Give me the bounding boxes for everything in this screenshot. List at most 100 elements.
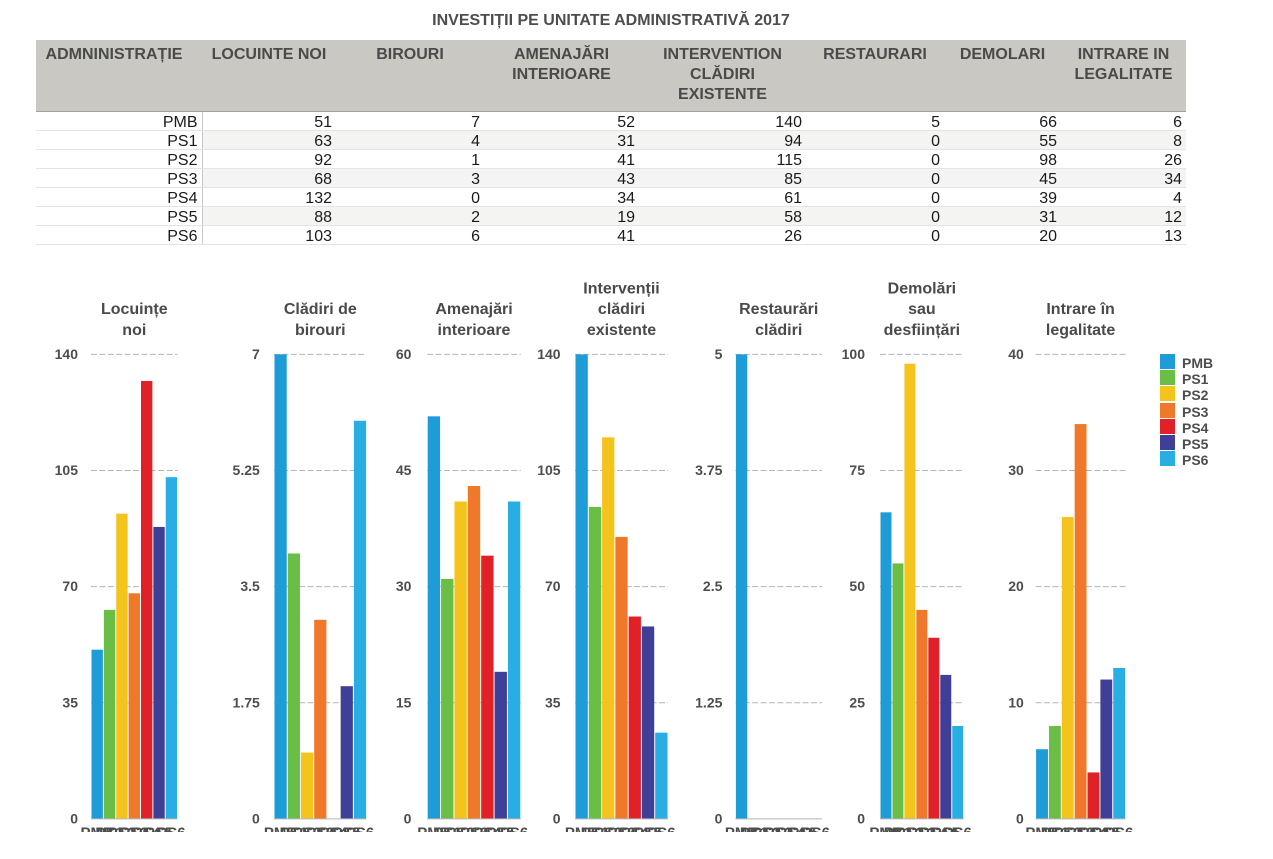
svg-text:PS1: PS1 (884, 825, 912, 833)
svg-text:35: 35 (62, 694, 78, 710)
svg-text:existente: existente (587, 322, 656, 339)
svg-text:Locuințe: Locuințe (101, 301, 168, 318)
svg-text:45: 45 (396, 462, 412, 478)
svg-text:3.5: 3.5 (240, 578, 260, 594)
svg-text:PS4: PS4 (473, 825, 502, 833)
svg-text:0: 0 (404, 811, 412, 827)
svg-text:Intrare în: Intrare în (1046, 301, 1114, 318)
svg-text:Demolări: Demolări (888, 280, 956, 297)
svg-text:PS3: PS3 (120, 825, 148, 833)
svg-text:PS6: PS6 (944, 825, 972, 833)
svg-text:0: 0 (252, 811, 260, 827)
svg-text:PMB: PMB (1025, 825, 1059, 833)
svg-text:PS1: PS1 (433, 825, 461, 833)
svg-text:40: 40 (1008, 346, 1024, 362)
svg-text:0: 0 (715, 811, 723, 827)
svg-text:140: 140 (55, 346, 79, 362)
svg-text:70: 70 (62, 578, 78, 594)
svg-text:PS3: PS3 (765, 825, 793, 833)
svg-text:1.25: 1.25 (695, 694, 722, 710)
svg-text:140: 140 (537, 346, 561, 362)
svg-text:15: 15 (396, 694, 412, 710)
svg-text:PS5: PS5 (789, 825, 817, 833)
svg-text:PS4: PS4 (777, 825, 806, 833)
svg-text:PS5: PS5 (487, 825, 515, 833)
svg-text:PS6: PS6 (157, 825, 185, 833)
svg-text:105: 105 (55, 462, 79, 478)
svg-text:PMB: PMB (264, 825, 298, 833)
svg-text:PS2: PS2 (896, 825, 924, 833)
svg-text:PS4: PS4 (920, 825, 949, 833)
svg-text:PS3: PS3 (460, 825, 488, 833)
svg-text:PMB: PMB (417, 825, 451, 833)
svg-text:PMB: PMB (725, 825, 759, 833)
svg-text:5.25: 5.25 (233, 462, 260, 478)
svg-text:PS1: PS1 (581, 825, 609, 833)
svg-text:PS6: PS6 (1105, 825, 1133, 833)
svg-text:50: 50 (849, 578, 865, 594)
svg-text:PS2: PS2 (594, 825, 622, 833)
svg-text:PS4: PS4 (319, 825, 348, 833)
svg-text:PS6: PS6 (500, 825, 528, 833)
svg-text:PMB: PMB (869, 825, 903, 833)
svg-text:35: 35 (545, 694, 561, 710)
svg-text:2.5: 2.5 (703, 578, 723, 594)
svg-text:PS3: PS3 (908, 825, 936, 833)
svg-text:1.75: 1.75 (233, 694, 260, 710)
svg-text:PS5: PS5 (932, 825, 960, 833)
svg-text:7: 7 (252, 346, 260, 362)
svg-text:PS4: PS4 (621, 825, 650, 833)
svg-text:75: 75 (849, 462, 865, 478)
svg-text:interioare: interioare (438, 322, 511, 339)
svg-text:PS1: PS1 (1041, 825, 1069, 833)
svg-text:100: 100 (842, 346, 866, 362)
svg-text:25: 25 (849, 694, 865, 710)
svg-text:PS4: PS4 (133, 825, 162, 833)
svg-text:30: 30 (396, 578, 412, 594)
svg-text:PS1: PS1 (95, 825, 123, 833)
svg-text:5: 5 (715, 346, 723, 362)
svg-text:clădiri: clădiri (755, 322, 802, 339)
svg-text:PS2: PS2 (446, 825, 474, 833)
svg-text:sau: sau (908, 301, 936, 318)
svg-text:birouri: birouri (295, 322, 346, 339)
svg-text:noi: noi (122, 322, 146, 339)
svg-text:PS3: PS3 (1066, 825, 1094, 833)
svg-text:PS5: PS5 (145, 825, 173, 833)
svg-text:30: 30 (1008, 462, 1024, 478)
svg-text:clădiri: clădiri (598, 301, 645, 318)
svg-text:Amenajări: Amenajări (435, 301, 512, 318)
svg-text:legalitate: legalitate (1046, 322, 1115, 339)
svg-text:PS6: PS6 (346, 825, 374, 833)
svg-text:PS5: PS5 (1092, 825, 1120, 833)
svg-text:0: 0 (70, 811, 78, 827)
svg-text:PS5: PS5 (634, 825, 662, 833)
svg-text:105: 105 (537, 462, 561, 478)
svg-text:PMB: PMB (81, 825, 115, 833)
svg-text:10: 10 (1008, 694, 1024, 710)
svg-text:PS2: PS2 (108, 825, 136, 833)
svg-text:PS2: PS2 (752, 825, 780, 833)
svg-text:60: 60 (396, 346, 412, 362)
svg-text:Intervenții: Intervenții (583, 280, 659, 297)
svg-text:PS1: PS1 (280, 825, 308, 833)
svg-text:PS3: PS3 (306, 825, 334, 833)
svg-text:3.75: 3.75 (695, 462, 722, 478)
svg-text:PS6: PS6 (802, 825, 830, 833)
svg-text:PS3: PS3 (607, 825, 635, 833)
svg-text:PS4: PS4 (1079, 825, 1108, 833)
svg-text:0: 0 (857, 811, 865, 827)
svg-text:desființări: desființări (884, 322, 960, 339)
svg-text:PS5: PS5 (333, 825, 361, 833)
svg-text:0: 0 (553, 811, 561, 827)
svg-text:PS2: PS2 (1054, 825, 1082, 833)
svg-text:20: 20 (1008, 578, 1024, 594)
svg-text:Clădiri de: Clădiri de (284, 301, 357, 318)
svg-text:PS1: PS1 (740, 825, 768, 833)
svg-text:PS6: PS6 (647, 825, 675, 833)
svg-text:PMB: PMB (565, 825, 599, 833)
svg-text:0: 0 (1016, 811, 1024, 827)
svg-text:Restaurări: Restaurări (739, 301, 818, 318)
svg-text:PS2: PS2 (293, 825, 321, 833)
svg-text:70: 70 (545, 578, 561, 594)
